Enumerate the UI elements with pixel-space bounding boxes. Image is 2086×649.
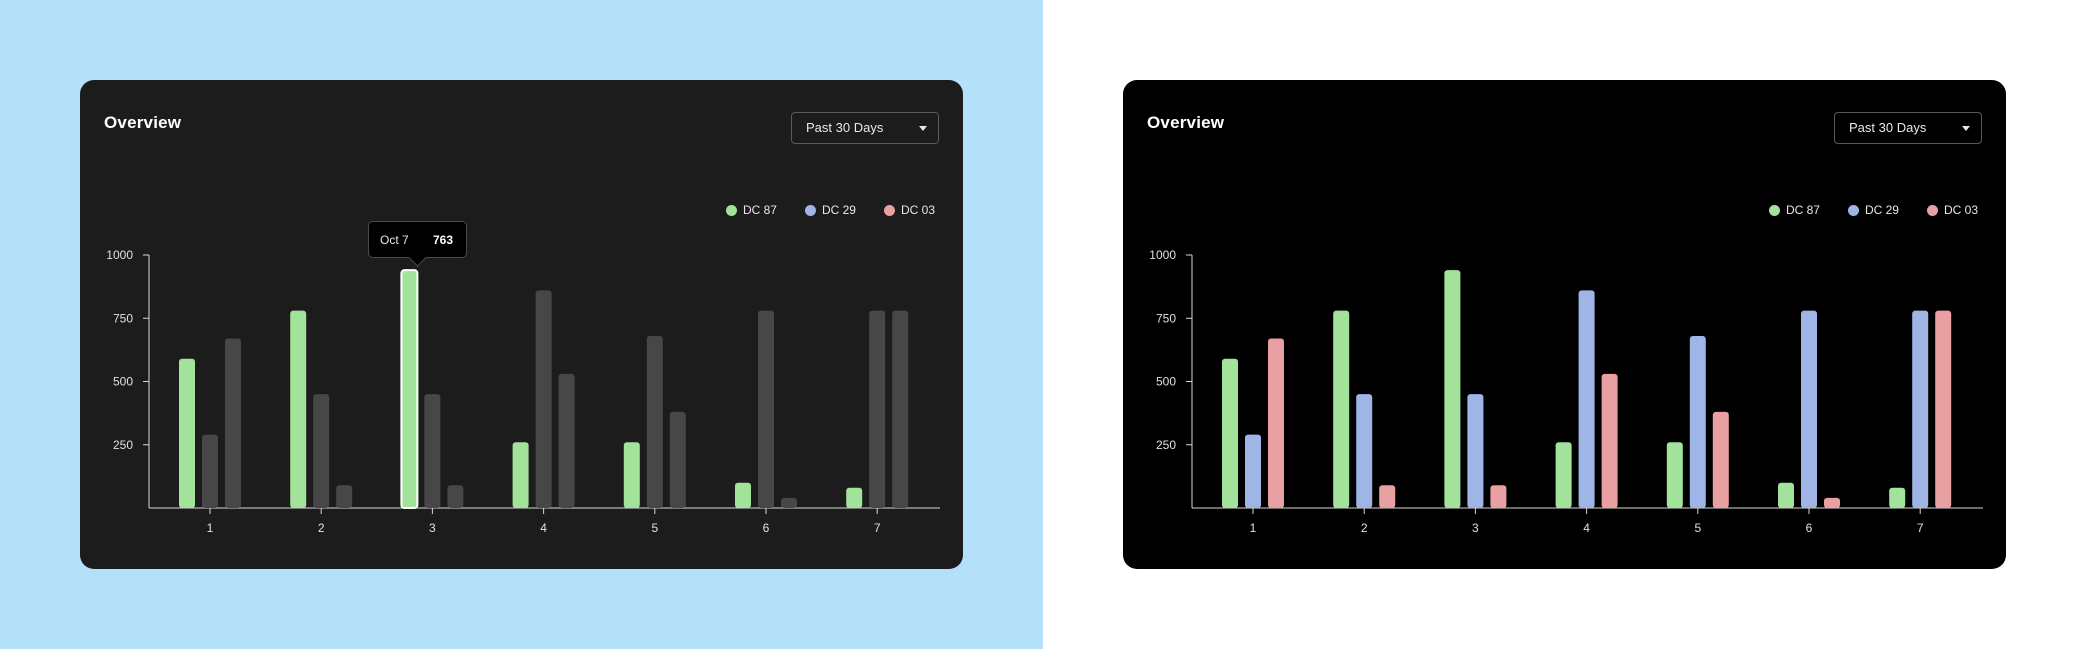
chart-bar[interactable] <box>424 394 441 508</box>
chart-bar[interactable] <box>512 442 529 508</box>
x-tick-label: 5 <box>1694 521 1701 535</box>
chart-bar[interactable] <box>1824 497 1840 508</box>
x-tick-label: 2 <box>318 521 325 535</box>
x-tick-label: 4 <box>1583 521 1590 535</box>
chart-bar[interactable] <box>1601 373 1618 508</box>
chart-bar[interactable] <box>1245 434 1261 508</box>
date-range-select[interactable]: Past 30 Days <box>791 112 939 144</box>
x-tick-label: 7 <box>1917 521 1924 535</box>
legend-label: DC 87 <box>742 203 777 217</box>
legend-swatch <box>883 204 895 216</box>
legend-item[interactable]: DC 03 <box>883 203 935 217</box>
y-tick-label: 750 <box>113 311 133 325</box>
legend-label: DC 29 <box>1864 203 1899 217</box>
date-range-select[interactable]: Past 30 Days <box>1834 112 1982 144</box>
chart-bar[interactable] <box>735 482 751 508</box>
legend-swatch <box>804 204 816 216</box>
date-range-value: Past 30 Days <box>806 120 884 135</box>
chart-bar[interactable] <box>1379 485 1396 508</box>
x-tick-label: 2 <box>1361 521 1368 535</box>
y-tick-label: 500 <box>1156 375 1176 389</box>
chart-bar[interactable] <box>1222 358 1238 508</box>
chart-bar[interactable] <box>290 310 307 508</box>
chart-bar[interactable] <box>646 335 663 508</box>
bar-tooltip: Oct 7 763 <box>368 221 467 267</box>
chart-bar[interactable] <box>1268 338 1284 508</box>
chart-bar[interactable] <box>313 394 330 508</box>
legend-swatch <box>1768 204 1780 216</box>
legend-item[interactable]: DC 29 <box>804 203 856 217</box>
legend-label: DC 29 <box>821 203 856 217</box>
chart-bar[interactable] <box>336 485 353 508</box>
chart-bar[interactable] <box>447 485 464 508</box>
card-title: Overview <box>1147 113 1225 132</box>
chart-legend: DC 87 DC 29 DC 03 <box>725 203 935 217</box>
chart-bar[interactable] <box>781 497 797 508</box>
chart-legend: DC 87 DC 29 DC 03 <box>1768 203 1978 217</box>
chart-bar[interactable] <box>1801 310 1817 508</box>
chart-bar[interactable] <box>1666 442 1683 508</box>
x-tick-label: 6 <box>1806 521 1813 535</box>
x-tick-label: 5 <box>651 521 658 535</box>
chart-bar[interactable] <box>1889 487 1906 508</box>
chevron-down-icon <box>1962 126 1970 131</box>
y-tick-label: 250 <box>1156 438 1176 452</box>
chart-bar[interactable] <box>1555 442 1572 508</box>
chart-bar[interactable] <box>1912 310 1929 508</box>
tooltip-value: 763 <box>432 233 453 247</box>
date-range-value: Past 30 Days <box>1849 120 1927 135</box>
chart-bar[interactable] <box>1935 310 1952 508</box>
card-title: Overview <box>104 113 182 132</box>
chart-bar[interactable] <box>1467 394 1484 508</box>
y-tick-label: 1000 <box>106 248 133 262</box>
legend-item[interactable]: DC 87 <box>1768 203 1820 217</box>
chart-bar[interactable] <box>669 411 686 508</box>
legend-item[interactable]: DC 87 <box>725 203 777 217</box>
chevron-down-icon <box>919 126 927 131</box>
chart-bar[interactable] <box>1689 335 1706 508</box>
bar-chart: 250 500 750 1000 1 2 3 4 5 6 7 <box>106 248 940 535</box>
chart-bar[interactable] <box>202 434 218 508</box>
chart-bar[interactable] <box>1333 310 1350 508</box>
chart-bar[interactable] <box>400 269 419 509</box>
x-tick-label: 1 <box>1250 521 1257 535</box>
legend-item[interactable]: DC 03 <box>1926 203 1978 217</box>
x-tick-label: 7 <box>874 521 881 535</box>
chart-bar[interactable] <box>758 310 774 508</box>
chart-bar[interactable] <box>225 338 241 508</box>
chart-bar[interactable] <box>623 442 640 508</box>
chart-bar[interactable] <box>892 310 909 508</box>
overview-card-hover: Overview Past 30 Days DC 87 DC 29 DC 03 … <box>80 80 963 569</box>
chart-bar[interactable] <box>869 310 886 508</box>
chart-bar[interactable] <box>558 373 575 508</box>
legend-label: DC 87 <box>1785 203 1820 217</box>
tooltip-date: Oct 7 <box>380 233 409 247</box>
x-tick-label: 3 <box>1472 521 1479 535</box>
x-tick-label: 6 <box>763 521 770 535</box>
chart-bar[interactable] <box>1778 482 1794 508</box>
y-tick-label: 1000 <box>1149 248 1176 262</box>
y-tick-label: 500 <box>113 375 133 389</box>
chart-bar[interactable] <box>1490 485 1507 508</box>
x-tick-label: 3 <box>429 521 436 535</box>
legend-swatch <box>725 204 737 216</box>
chart-bar[interactable] <box>1712 411 1729 508</box>
legend-swatch <box>1847 204 1859 216</box>
x-tick-label: 4 <box>540 521 547 535</box>
chart-bar[interactable] <box>1578 290 1595 508</box>
chart-bar[interactable] <box>846 487 863 508</box>
bar-chart: 250 500 750 1000 1 2 3 4 5 6 7 <box>1149 248 1983 535</box>
legend-label: DC 03 <box>900 203 935 217</box>
legend-label: DC 03 <box>1943 203 1978 217</box>
chart-bar[interactable] <box>1444 270 1461 508</box>
legend-item[interactable]: DC 29 <box>1847 203 1899 217</box>
overview-card-default: Overview Past 30 Days DC 87 DC 29 DC 03 … <box>1123 80 2006 569</box>
chart-bar[interactable] <box>1356 394 1373 508</box>
legend-swatch <box>1926 204 1938 216</box>
y-tick-label: 250 <box>113 438 133 452</box>
chart-bar[interactable] <box>179 358 195 508</box>
chart-bar[interactable] <box>535 290 552 508</box>
x-tick-label: 1 <box>207 521 214 535</box>
y-tick-label: 750 <box>1156 311 1176 325</box>
